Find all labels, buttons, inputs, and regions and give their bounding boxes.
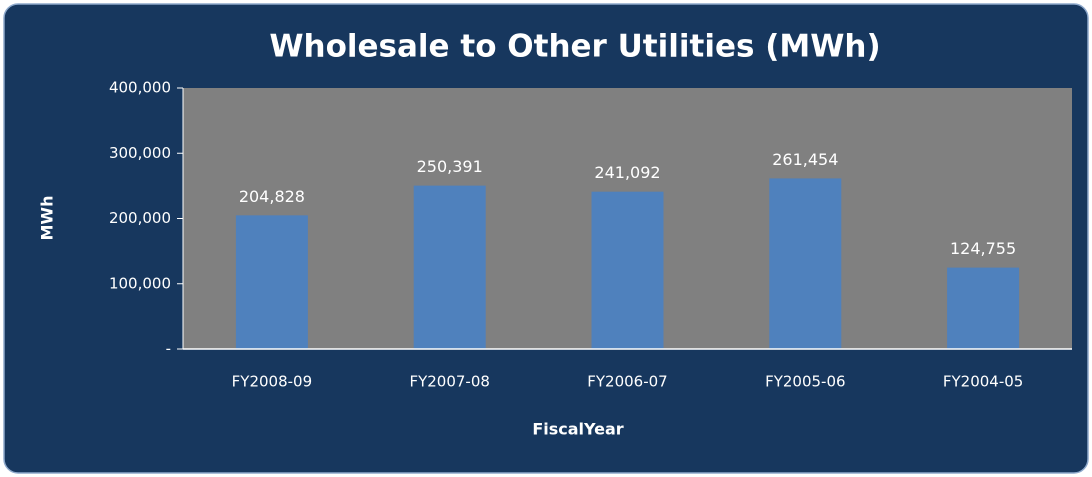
bar — [413, 185, 486, 349]
y-tick-label: 300,000 — [109, 144, 171, 162]
x-tick-label: FY2004-05 — [943, 373, 1023, 391]
y-tick-label: 400,000 — [109, 79, 171, 97]
data-label: 261,454 — [772, 150, 838, 169]
y-axis-label: MWh — [38, 196, 57, 241]
x-tick-label: FY2005-06 — [765, 373, 845, 391]
x-tick-label: FY2007-08 — [409, 373, 489, 391]
data-label: 204,828 — [239, 187, 305, 206]
data-label: 250,391 — [417, 157, 483, 176]
data-label: 124,755 — [950, 239, 1016, 258]
y-tick-label: 200,000 — [109, 209, 171, 227]
chart-title: Wholesale to Other Utilities (MWh) — [269, 29, 880, 65]
x-tick-label: FY2008-09 — [232, 373, 312, 391]
bar — [769, 178, 842, 349]
bar — [235, 215, 308, 349]
bar — [947, 267, 1020, 349]
y-tick-label: 100,000 — [109, 274, 171, 292]
y-tick-label: - — [166, 340, 171, 358]
bar — [591, 191, 664, 349]
data-label: 241,092 — [594, 163, 660, 182]
x-tick-label: FY2006-07 — [587, 373, 667, 391]
x-axis-label: FiscalYear — [532, 420, 623, 439]
